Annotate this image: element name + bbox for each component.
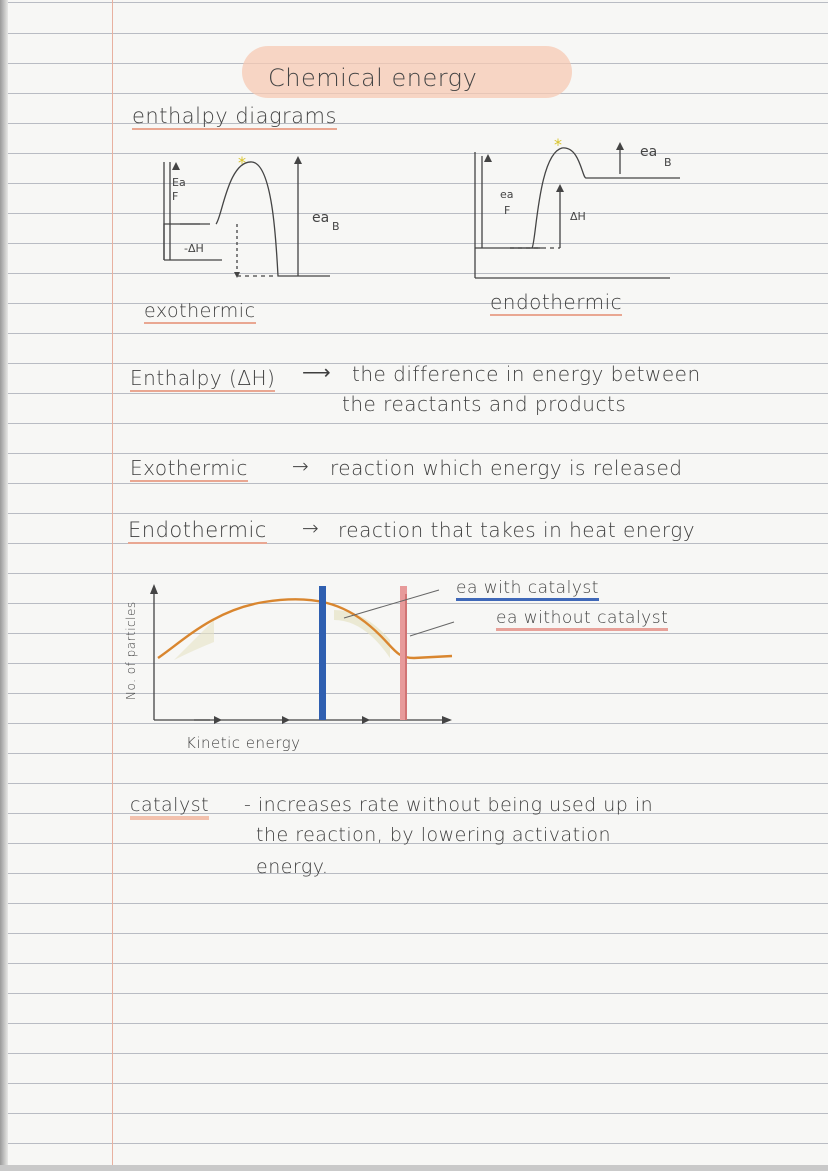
page-bottom-edge	[0, 1165, 828, 1171]
page-binding-edge	[0, 0, 8, 1171]
endo-ea-back-label: ea	[640, 144, 657, 160]
enthalpy-definition-line2: the reactants and products	[342, 392, 627, 416]
x-axis-label: Kinetic energy	[186, 734, 301, 752]
endo-transition-state-star-icon: *	[554, 135, 562, 154]
section-heading: enthalpy diagrams	[132, 104, 337, 130]
catalyst-term: catalyst	[130, 794, 210, 820]
exothermic-diagram: * Ea F -ΔH ea B	[163, 153, 340, 278]
arrow-icon: →	[302, 516, 320, 540]
energy-distribution-graph	[150, 584, 455, 724]
enthalpy-definition-line1: the difference in energy between	[352, 362, 701, 386]
exo-ea-back-label: ea	[312, 210, 329, 226]
exothermic-term: Exothermic	[130, 456, 248, 482]
title-highlight	[242, 46, 572, 98]
margin-line	[112, 0, 113, 1171]
exo-ea-forward-sub: F	[172, 190, 178, 203]
catalyst-activation-line	[319, 586, 326, 720]
endo-ea-forward-sub: F	[504, 204, 510, 217]
exo-ea-forward-label: Ea	[172, 176, 186, 189]
exo-ea-back-sub: B	[332, 220, 340, 233]
distribution-curve	[157, 598, 453, 660]
catalyst-definition-line2: the reaction, by lowering activation	[256, 824, 612, 846]
transition-state-star-icon: *	[238, 153, 246, 172]
y-axis-label: No. of particles	[124, 601, 138, 700]
arrow-icon: →	[292, 454, 310, 478]
endo-ea-forward-label: ea	[500, 188, 514, 201]
endo-delta-h-label: ΔH	[570, 210, 586, 223]
no-catalyst-activation-line	[400, 586, 407, 720]
legend-without-catalyst: ea without catalyst	[496, 608, 669, 631]
exo-delta-h-label: -ΔH	[184, 242, 204, 255]
legend-with-catalyst: ea with catalyst	[456, 578, 599, 601]
catalyst-pointer	[343, 589, 440, 619]
catalyst-definition-line3: energy.	[256, 856, 329, 878]
catalyst-definition-line1: - increases rate without being used up i…	[244, 794, 654, 816]
endo-ea-back-sub: B	[664, 156, 672, 169]
exothermic-caption: exothermic	[144, 300, 256, 324]
shading-catalyst-region	[334, 610, 390, 658]
enthalpy-term: Enthalpy (ΔH)	[130, 366, 276, 392]
endothermic-term: Endothermic	[128, 518, 267, 544]
exothermic-definition: reaction which energy is released	[330, 456, 683, 480]
endothermic-diagram: * ea F ΔH ea B	[474, 135, 680, 279]
endothermic-caption: endothermic	[490, 290, 623, 316]
endothermic-definition: reaction that takes in heat energy	[338, 518, 696, 542]
no-catalyst-pointer	[409, 621, 455, 637]
arrow-icon: ⟶	[302, 360, 332, 384]
shading-without-catalyst	[174, 620, 214, 660]
page-title: Chemical energy	[268, 64, 478, 92]
